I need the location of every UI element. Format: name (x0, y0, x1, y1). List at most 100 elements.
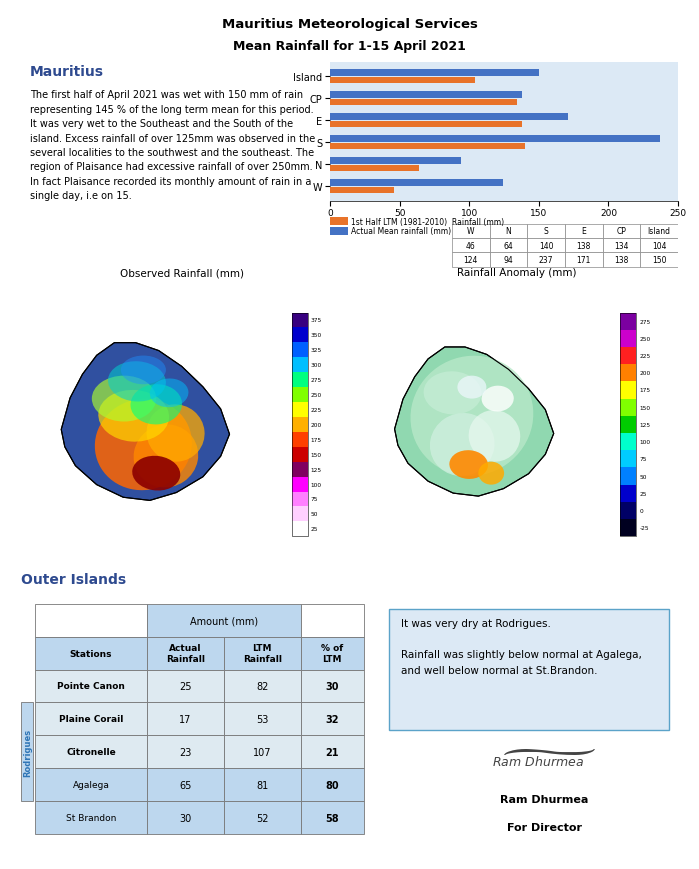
Text: 80: 80 (325, 780, 339, 790)
Bar (224, 703, 301, 736)
Text: S: S (544, 227, 549, 236)
Text: 30: 30 (179, 813, 192, 823)
Polygon shape (395, 348, 554, 496)
Ellipse shape (132, 456, 180, 491)
Text: 150: 150 (640, 405, 651, 410)
Ellipse shape (150, 379, 189, 408)
Text: 175: 175 (311, 437, 322, 442)
Bar (640, 239, 678, 253)
Text: 125: 125 (311, 468, 322, 472)
Bar (291, 313, 308, 537)
Bar (291, 328, 308, 343)
Bar (620, 313, 636, 330)
Bar (620, 330, 636, 348)
Text: Amount (mm): Amount (mm) (189, 615, 258, 626)
Bar (565, 253, 603, 268)
Text: 21: 21 (325, 747, 339, 757)
Bar (330, 143, 525, 150)
Text: Pointe Canon: Pointe Canon (57, 681, 125, 691)
Text: 150: 150 (311, 452, 322, 457)
Bar (620, 313, 636, 537)
Text: St Brandon: St Brandon (66, 813, 116, 822)
Ellipse shape (134, 425, 199, 488)
Text: Citronelle: Citronelle (66, 747, 116, 757)
Text: 17: 17 (179, 714, 192, 724)
Bar (147, 768, 224, 801)
Bar (330, 100, 517, 106)
Text: 32: 32 (325, 714, 339, 724)
Text: N: N (505, 227, 512, 236)
Bar (565, 224, 603, 239)
Bar (330, 77, 475, 84)
Text: 81: 81 (256, 780, 268, 790)
Text: 30: 30 (325, 681, 339, 691)
Text: Ram Dhurmea: Ram Dhurmea (500, 793, 589, 804)
Bar (527, 224, 565, 239)
Text: 250: 250 (640, 336, 651, 342)
Bar (301, 637, 363, 670)
Ellipse shape (468, 411, 520, 462)
Text: 325: 325 (311, 348, 322, 353)
Bar (291, 373, 308, 388)
Bar (147, 801, 224, 834)
Text: 25: 25 (179, 681, 192, 691)
Bar (389, 609, 669, 730)
Text: 50: 50 (640, 474, 647, 479)
Text: Mean Rainfall for 1-15 April 2021: Mean Rainfall for 1-15 April 2021 (233, 41, 466, 53)
Ellipse shape (424, 372, 482, 415)
Bar (330, 165, 419, 172)
Bar (620, 434, 636, 451)
Bar (291, 521, 308, 537)
Bar (527, 253, 565, 268)
Bar (620, 520, 636, 537)
Bar (301, 736, 363, 768)
Text: Actual Mean rainfall (mm): Actual Mean rainfall (mm) (351, 227, 451, 236)
Text: 140: 140 (539, 242, 554, 250)
Bar (147, 604, 301, 637)
Text: Outer Islands: Outer Islands (21, 573, 126, 587)
Text: 64: 64 (503, 242, 513, 250)
Bar (330, 180, 503, 187)
Text: Island: Island (648, 227, 670, 236)
Text: Mauritius Meteorological Services: Mauritius Meteorological Services (222, 17, 477, 30)
Bar (620, 468, 636, 485)
Ellipse shape (147, 405, 205, 462)
Bar (291, 433, 308, 448)
Title: Observed Rainfall (mm): Observed Rainfall (mm) (120, 268, 244, 278)
Text: E: E (582, 227, 586, 236)
Bar (620, 485, 636, 502)
Bar (527, 239, 565, 253)
Text: 150: 150 (652, 255, 666, 265)
Text: W: W (467, 227, 475, 236)
Bar (603, 239, 640, 253)
Bar (603, 253, 640, 268)
Bar (35, 703, 147, 736)
Text: 134: 134 (614, 242, 629, 250)
Bar (291, 507, 308, 521)
Bar (301, 801, 363, 834)
Bar (452, 239, 489, 253)
Bar (291, 358, 308, 373)
Bar (330, 228, 347, 235)
Text: 250: 250 (311, 393, 322, 398)
Text: 300: 300 (311, 363, 322, 368)
Bar (330, 188, 394, 194)
Bar (147, 703, 224, 736)
Bar (330, 70, 539, 76)
Bar (35, 801, 147, 834)
Text: $\mathit{\widetilde{Ram\ Dhurmea}}$: $\mathit{\widetilde{Ram\ Dhurmea}}$ (492, 748, 596, 769)
Title: Rainfall Anomaly (mm): Rainfall Anomaly (mm) (457, 268, 577, 278)
Bar (452, 253, 489, 268)
Bar (620, 382, 636, 399)
Bar (291, 477, 308, 492)
Text: 52: 52 (256, 813, 268, 823)
Ellipse shape (410, 356, 533, 476)
Text: 175: 175 (640, 388, 651, 393)
Bar (620, 451, 636, 468)
Text: 375: 375 (311, 318, 322, 323)
Bar (224, 801, 301, 834)
Bar (147, 670, 224, 703)
Bar (35, 637, 147, 670)
Bar (330, 92, 522, 99)
Polygon shape (62, 343, 229, 501)
